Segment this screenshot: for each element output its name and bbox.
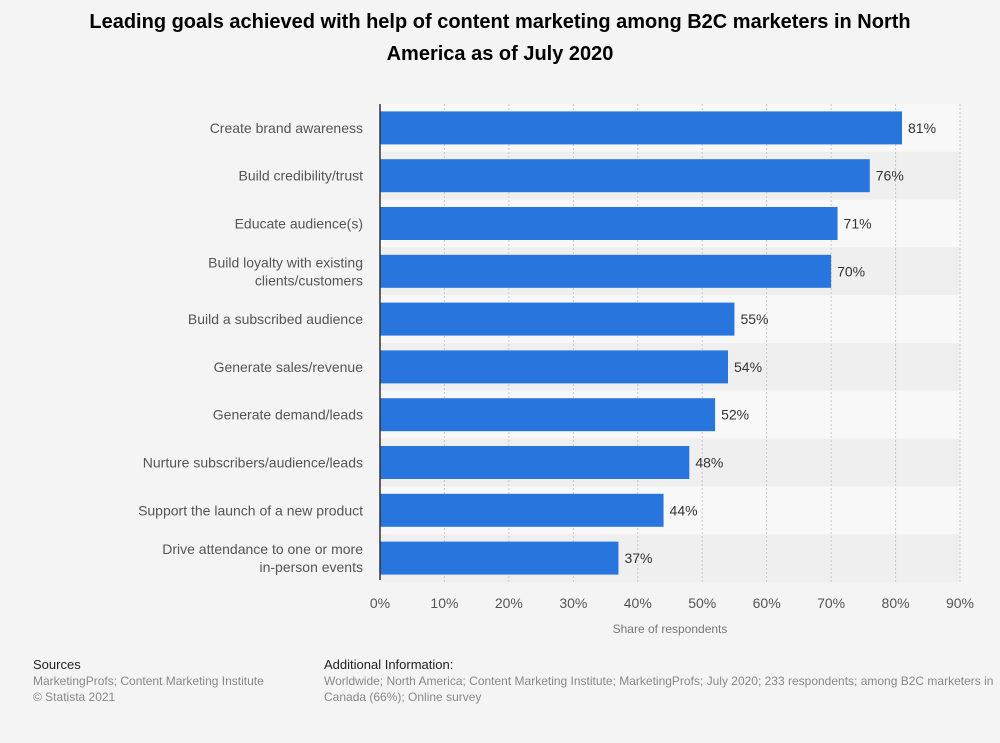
- bar[interactable]: [380, 446, 690, 479]
- copyright-line[interactable]: © Statista 2021: [33, 690, 116, 704]
- value-label: 76%: [876, 168, 904, 184]
- category-label: Generate demand/leads: [213, 407, 363, 423]
- x-tick-label: 10%: [430, 595, 458, 611]
- x-tick-label: 30%: [559, 595, 587, 611]
- value-label: 55%: [740, 311, 768, 327]
- additional-info-heading: Additional Information:: [324, 657, 454, 672]
- value-labels: 81% 76% 71% 70% 55% 54% 52% 48% 44% 37%: [624, 120, 936, 566]
- category-labels: Create brand awareness Build credibility/…: [138, 120, 363, 575]
- x-tick-labels: 0% 10% 20% 30% 40% 50% 60% 70% 80% 90%: [370, 595, 974, 611]
- additional-info-block: Additional Information: Worldwide; North…: [324, 657, 1000, 705]
- bar-chart: Create brand awareness Build credibility/…: [138, 104, 974, 636]
- x-tick-label: 0%: [370, 595, 390, 611]
- value-label: 81%: [908, 120, 936, 136]
- value-label: 71%: [844, 216, 872, 232]
- category-label: Build a subscribed audience: [188, 311, 363, 327]
- bar[interactable]: [380, 350, 728, 384]
- value-label: 54%: [734, 359, 762, 375]
- x-axis-title: Share of respondents: [613, 622, 728, 636]
- x-tick-label: 80%: [882, 595, 910, 611]
- bar[interactable]: [380, 159, 870, 193]
- value-label: 52%: [721, 407, 749, 423]
- bar[interactable]: [380, 493, 664, 527]
- bar[interactable]: [380, 302, 735, 336]
- bar[interactable]: [380, 111, 902, 145]
- category-label: Nurture subscribers/audience/leads: [143, 455, 363, 471]
- x-tick-label: 90%: [946, 595, 974, 611]
- x-tick-label: 20%: [495, 595, 523, 611]
- chart-title: Leading goals achieved with help of cont…: [89, 11, 911, 65]
- sources-block: Sources MarketingProfs; Content Marketin…: [33, 657, 303, 705]
- sources-line[interactable]: MarketingProfs; Content Marketing Instit…: [33, 674, 264, 688]
- category-label: Build loyalty with existing clients/custo…: [208, 254, 363, 288]
- x-tick-label: 40%: [624, 595, 652, 611]
- bar[interactable]: [380, 541, 619, 575]
- bar[interactable]: [380, 398, 716, 432]
- bar[interactable]: [380, 254, 832, 288]
- value-label: 70%: [837, 263, 865, 279]
- category-label: Create brand awareness: [210, 120, 363, 136]
- additional-info-line: Worldwide; North America; Content Market…: [324, 674, 994, 688]
- x-tick-label: 60%: [753, 595, 781, 611]
- category-label: Drive attendance to one or more in-person…: [162, 541, 363, 575]
- bar[interactable]: [380, 207, 838, 240]
- bars: [380, 111, 902, 575]
- value-label: 37%: [624, 550, 652, 566]
- category-label: Generate sales/revenue: [214, 359, 364, 375]
- sources-heading: Sources: [33, 657, 81, 672]
- category-label: Build credibility/trust: [239, 168, 364, 184]
- category-label: Educate audience(s): [235, 216, 363, 232]
- category-label: Support the launch of a new product: [138, 502, 363, 518]
- x-tick-label: 70%: [817, 595, 845, 611]
- value-label: 44%: [670, 502, 698, 518]
- value-label: 48%: [695, 455, 723, 471]
- x-tick-label: 50%: [688, 595, 716, 611]
- additional-info-line: Canada (66%); Online survey: [324, 690, 482, 704]
